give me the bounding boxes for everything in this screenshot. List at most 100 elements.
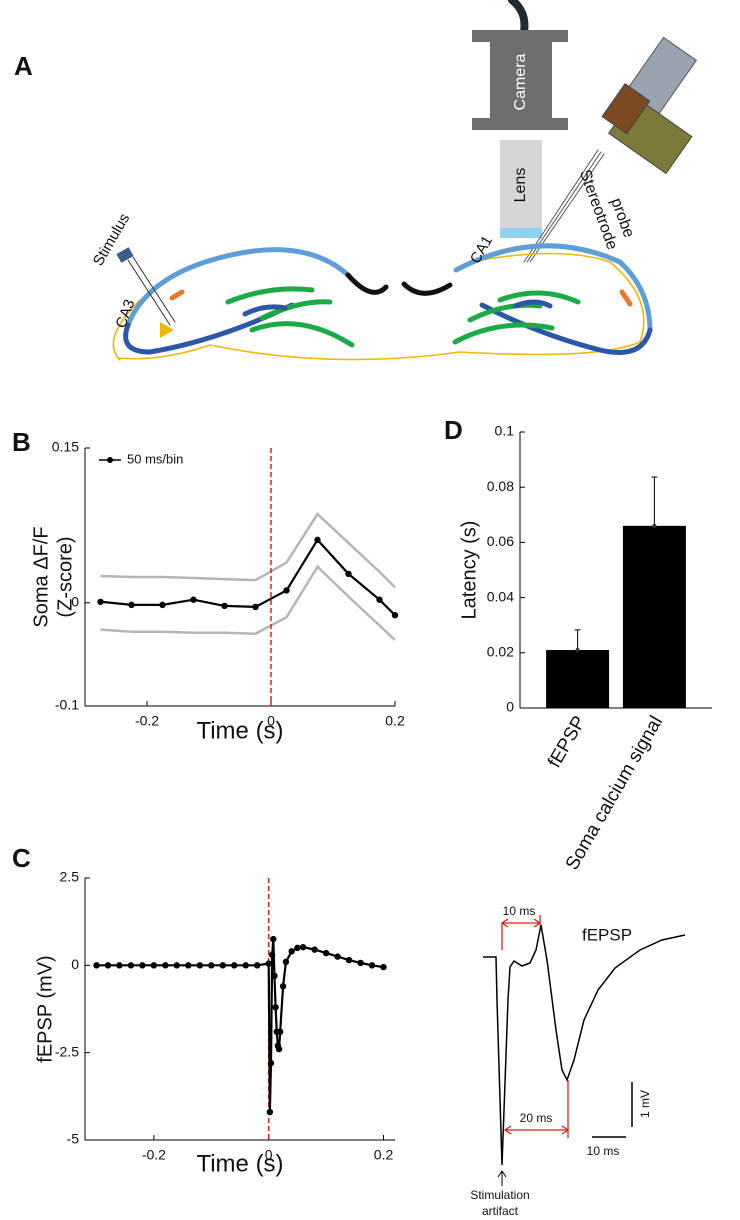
data-point — [190, 596, 197, 603]
data-point — [104, 962, 112, 969]
data-point — [267, 1059, 275, 1067]
artifact-arrow — [497, 1170, 507, 1186]
data-point — [254, 962, 261, 969]
y-tick-label: 0.08 — [487, 478, 514, 494]
data-point — [282, 958, 290, 966]
y-tick-label: 0 — [506, 699, 514, 715]
mean-point — [652, 523, 657, 528]
y-tick-label: 0.15 — [52, 439, 79, 455]
data-point — [185, 962, 192, 969]
panel-label: C — [12, 843, 31, 873]
data-point — [221, 602, 228, 610]
bar — [546, 650, 610, 708]
x-tick-label: -0.2 — [135, 713, 159, 729]
y-tick-label: -5 — [67, 1131, 80, 1147]
data-point — [150, 962, 158, 969]
data-point — [279, 983, 287, 990]
data-point — [265, 960, 272, 967]
data-point — [288, 948, 295, 955]
data-point — [311, 946, 318, 953]
y-tick-label: 2.5 — [60, 869, 80, 885]
x-tick-label: -0.2 — [142, 1147, 166, 1163]
annotation: fEPSP — [582, 925, 632, 944]
diagram-label: CA1 — [467, 233, 496, 267]
trace — [483, 924, 686, 1166]
data-point — [314, 536, 321, 544]
y-tick-label: 0 — [71, 956, 79, 972]
data-point — [173, 962, 181, 969]
y-tick-label: 0.04 — [487, 588, 514, 604]
data-point — [276, 1028, 284, 1035]
panel-label: D — [444, 415, 463, 445]
panel-label: B — [12, 427, 31, 457]
stimulus-electrode — [116, 247, 134, 263]
annotation: Stimulation — [470, 1188, 529, 1202]
data-point — [345, 570, 352, 578]
data-point — [127, 962, 135, 969]
probe-drive — [601, 36, 698, 175]
y-tick-label: -2.5 — [55, 1043, 79, 1059]
data-point — [93, 962, 100, 969]
data-point — [252, 603, 259, 611]
y-axis-label: Soma ΔF/F — [30, 526, 52, 627]
bar — [622, 525, 686, 708]
y-tick-label: 0.02 — [487, 644, 514, 660]
annotation: artifact — [482, 1204, 519, 1218]
data-point — [368, 962, 376, 969]
y-axis-label: (Z-score) — [54, 536, 76, 617]
trace-panel — [483, 915, 686, 1186]
data-point — [139, 962, 146, 969]
data-point — [272, 1004, 279, 1011]
diagram-label: Stimulus — [90, 211, 133, 269]
diagram-label: Lens — [512, 168, 529, 203]
data-point — [271, 972, 278, 980]
band-line — [100, 564, 396, 641]
data-point — [345, 956, 353, 964]
data-point — [196, 962, 204, 969]
data-point — [391, 611, 399, 619]
mean-point — [575, 648, 580, 653]
x-tick-label: 0.2 — [385, 713, 405, 729]
data-point — [270, 935, 277, 943]
x-tick-label: 0 — [267, 713, 275, 729]
diagram — [112, 0, 698, 361]
annotation-arrows — [500, 915, 570, 1138]
y-axis-label: Latency (s) — [458, 521, 480, 620]
y-tick-label: 0.1 — [495, 423, 515, 439]
annotation: 10 ms — [503, 904, 536, 918]
panel-label: A — [14, 51, 33, 81]
y-tick-label: 0.06 — [487, 533, 514, 549]
x-axis-label: Time (s) — [196, 1150, 283, 1177]
band-line — [100, 512, 396, 589]
data-point — [275, 1045, 283, 1053]
data-point — [97, 598, 104, 605]
data-point — [380, 963, 387, 971]
data-point — [159, 601, 166, 609]
data-point — [294, 944, 301, 952]
y-tick-label: 0 — [71, 594, 79, 610]
lens — [500, 140, 542, 228]
data-point — [283, 587, 290, 594]
x-tick-label: 0 — [265, 1147, 273, 1163]
data-point — [357, 959, 364, 967]
cable — [508, 0, 529, 36]
data-point — [376, 596, 383, 603]
legend-label: 50 ms/bin — [127, 451, 183, 466]
y-tick-label: -0.1 — [55, 697, 79, 713]
data-point — [266, 1108, 274, 1116]
lens-light — [500, 228, 542, 238]
diagram-label: Camera — [512, 53, 529, 110]
x-axis-label: Time (s) — [196, 717, 283, 744]
camera — [472, 30, 568, 130]
data-point — [322, 949, 330, 957]
annotation: 1 mV — [638, 1090, 652, 1118]
legend-marker — [107, 457, 113, 463]
data-point — [116, 962, 123, 969]
x-tick-label: fEPSP — [544, 713, 590, 772]
data-point — [299, 943, 307, 951]
data-point — [231, 962, 238, 969]
y-axis-label: fEPSP (mV) — [34, 955, 56, 1062]
data-point — [242, 962, 249, 969]
data-point — [128, 601, 135, 609]
